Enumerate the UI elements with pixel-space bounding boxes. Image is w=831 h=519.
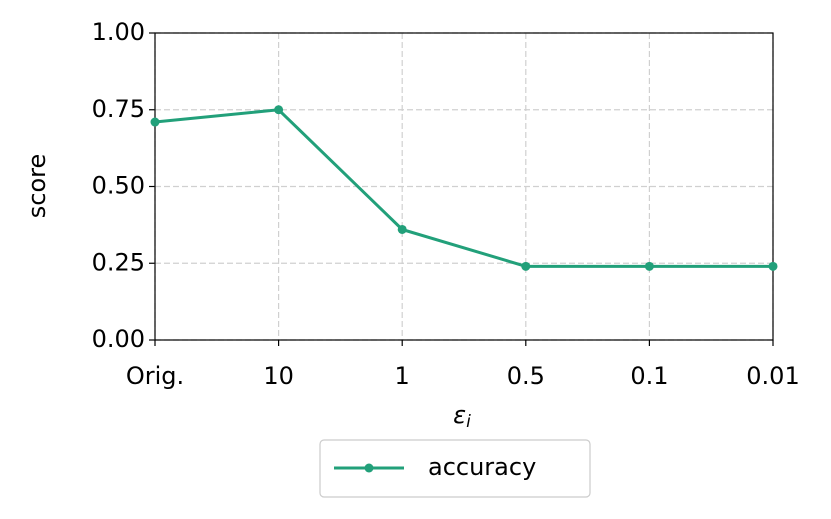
point: [397, 224, 407, 234]
y-tick-label: 1.00: [92, 18, 145, 46]
y-tick-label: 0.00: [92, 325, 145, 353]
x-tick-label: 0.5: [507, 362, 545, 390]
line: [154, 108, 773, 268]
y-axis-label: score: [23, 154, 51, 219]
x-tick-label: 1: [395, 362, 410, 390]
legend-marker: [364, 463, 374, 473]
x-tick-label: 0.1: [630, 362, 668, 390]
x-axis-label-subscript: i: [466, 412, 471, 432]
y-tick-label: 0.75: [92, 95, 145, 123]
x-tick-label: Orig.: [126, 362, 184, 390]
point: [768, 261, 778, 271]
y-tick-label: 0.25: [92, 248, 145, 276]
point: [644, 261, 654, 271]
x-axis-label-symbol: ε: [453, 401, 466, 429]
legend-label: accuracy: [428, 453, 536, 481]
legend-box: [319, 439, 591, 498]
plot-frame: [154, 32, 774, 341]
point: [521, 261, 531, 271]
x-tick-label: 0.01: [746, 362, 799, 390]
x-tick-label: 10: [263, 362, 294, 390]
x-axis-label: εi: [453, 401, 471, 432]
point: [274, 105, 284, 115]
y-tick-label: 0.50: [92, 172, 145, 200]
point: [150, 117, 160, 127]
